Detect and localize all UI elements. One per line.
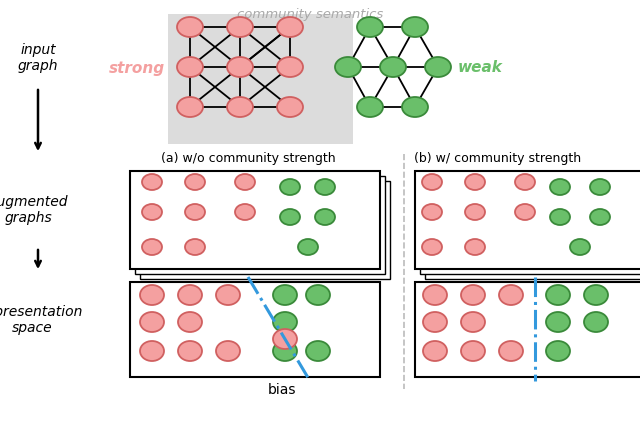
Ellipse shape — [277, 18, 303, 38]
Text: strong: strong — [109, 60, 165, 75]
Ellipse shape — [273, 312, 297, 332]
Ellipse shape — [465, 239, 485, 256]
Ellipse shape — [546, 312, 570, 332]
FancyBboxPatch shape — [415, 282, 640, 377]
Ellipse shape — [273, 329, 297, 349]
Ellipse shape — [277, 98, 303, 118]
Ellipse shape — [142, 175, 162, 190]
Ellipse shape — [298, 239, 318, 256]
Ellipse shape — [216, 285, 240, 305]
Ellipse shape — [227, 58, 253, 78]
Ellipse shape — [273, 285, 297, 305]
Ellipse shape — [402, 18, 428, 38]
Ellipse shape — [142, 239, 162, 256]
Ellipse shape — [277, 58, 303, 78]
Ellipse shape — [357, 18, 383, 38]
Ellipse shape — [425, 58, 451, 78]
FancyBboxPatch shape — [415, 172, 590, 269]
Ellipse shape — [140, 312, 164, 332]
Ellipse shape — [315, 180, 335, 196]
Ellipse shape — [227, 98, 253, 118]
Ellipse shape — [235, 204, 255, 221]
Ellipse shape — [590, 180, 610, 196]
Ellipse shape — [499, 285, 523, 305]
Ellipse shape — [465, 204, 485, 221]
FancyBboxPatch shape — [415, 172, 640, 269]
Ellipse shape — [335, 58, 361, 78]
FancyBboxPatch shape — [138, 172, 308, 269]
FancyBboxPatch shape — [420, 177, 640, 274]
Ellipse shape — [280, 210, 300, 225]
Ellipse shape — [515, 175, 535, 190]
FancyBboxPatch shape — [140, 181, 390, 279]
Ellipse shape — [461, 285, 485, 305]
Ellipse shape — [402, 98, 428, 118]
Ellipse shape — [142, 204, 162, 221]
Ellipse shape — [357, 98, 383, 118]
Ellipse shape — [185, 204, 205, 221]
Ellipse shape — [584, 312, 608, 332]
Text: representation
space: representation space — [0, 304, 83, 334]
FancyBboxPatch shape — [425, 181, 640, 279]
Ellipse shape — [499, 341, 523, 361]
Ellipse shape — [140, 285, 164, 305]
Ellipse shape — [465, 175, 485, 190]
Ellipse shape — [584, 285, 608, 305]
Ellipse shape — [546, 285, 570, 305]
FancyBboxPatch shape — [130, 282, 380, 377]
Text: bias: bias — [268, 382, 296, 396]
Ellipse shape — [216, 341, 240, 361]
Text: augmented
graphs: augmented graphs — [0, 194, 68, 225]
Ellipse shape — [422, 204, 442, 221]
Ellipse shape — [177, 58, 203, 78]
Ellipse shape — [423, 341, 447, 361]
Ellipse shape — [177, 18, 203, 38]
Ellipse shape — [178, 341, 202, 361]
Ellipse shape — [423, 312, 447, 332]
Ellipse shape — [515, 204, 535, 221]
Ellipse shape — [590, 210, 610, 225]
Ellipse shape — [380, 58, 406, 78]
Ellipse shape — [185, 175, 205, 190]
Ellipse shape — [550, 210, 570, 225]
Ellipse shape — [306, 285, 330, 305]
Ellipse shape — [178, 285, 202, 305]
Ellipse shape — [306, 341, 330, 361]
FancyBboxPatch shape — [135, 177, 385, 274]
Text: (b) w/ community strength: (b) w/ community strength — [415, 152, 582, 164]
Ellipse shape — [185, 239, 205, 256]
Ellipse shape — [235, 175, 255, 190]
Ellipse shape — [178, 312, 202, 332]
Ellipse shape — [177, 98, 203, 118]
FancyBboxPatch shape — [130, 172, 380, 269]
Ellipse shape — [227, 18, 253, 38]
Polygon shape — [138, 172, 290, 269]
Text: input
graph: input graph — [18, 43, 58, 73]
FancyBboxPatch shape — [168, 15, 353, 145]
Ellipse shape — [550, 180, 570, 196]
Text: weak: weak — [458, 60, 503, 75]
Ellipse shape — [315, 210, 335, 225]
Ellipse shape — [461, 312, 485, 332]
Ellipse shape — [280, 180, 300, 196]
Ellipse shape — [423, 285, 447, 305]
Ellipse shape — [422, 175, 442, 190]
Ellipse shape — [273, 341, 297, 361]
Text: (a) w/o community strength: (a) w/o community strength — [161, 152, 335, 164]
Ellipse shape — [461, 341, 485, 361]
Ellipse shape — [546, 341, 570, 361]
Ellipse shape — [140, 341, 164, 361]
Ellipse shape — [570, 239, 590, 256]
Ellipse shape — [422, 239, 442, 256]
Text: community semantics: community semantics — [237, 8, 383, 21]
